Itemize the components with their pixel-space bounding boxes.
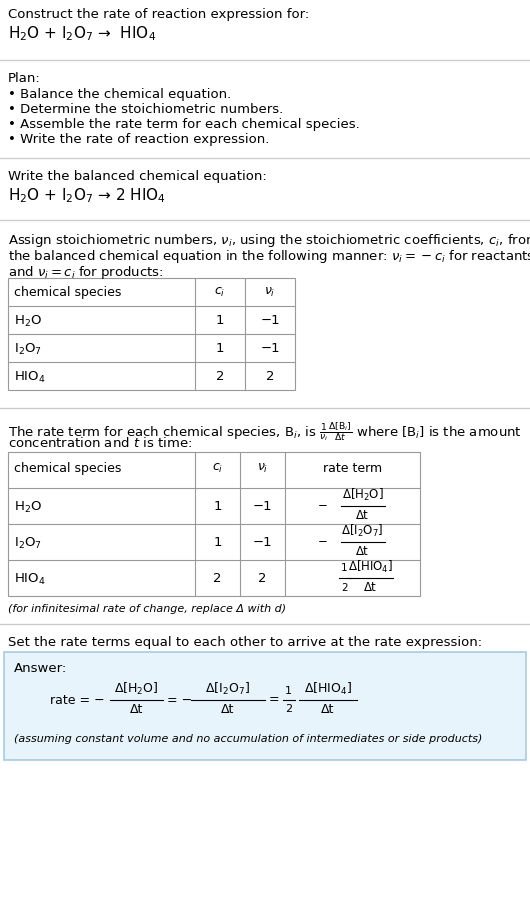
- Text: Δt: Δt: [356, 509, 369, 522]
- Text: HIO$_4$: HIO$_4$: [14, 370, 46, 385]
- Text: −1: −1: [253, 536, 272, 549]
- Text: 1: 1: [213, 500, 222, 513]
- Text: 1: 1: [285, 686, 293, 696]
- Text: Plan:: Plan:: [8, 72, 41, 85]
- Text: Δt: Δt: [356, 545, 369, 558]
- Text: the balanced chemical equation in the following manner: $\nu_i = -c_i$ for react: the balanced chemical equation in the fo…: [8, 248, 530, 265]
- Text: rate = −: rate = −: [50, 694, 104, 706]
- Text: = −: = −: [166, 694, 192, 706]
- Text: 1: 1: [213, 536, 222, 549]
- Text: concentration and $t$ is time:: concentration and $t$ is time:: [8, 436, 192, 450]
- Text: 2: 2: [341, 583, 348, 593]
- Text: Δ[I$_2$O$_7$]: Δ[I$_2$O$_7$]: [341, 523, 384, 539]
- Text: • Determine the stoichiometric numbers.: • Determine the stoichiometric numbers.: [8, 103, 283, 116]
- Text: Write the balanced chemical equation:: Write the balanced chemical equation:: [8, 170, 267, 183]
- Text: • Assemble the rate term for each chemical species.: • Assemble the rate term for each chemic…: [8, 118, 360, 131]
- Text: $\nu_i$: $\nu_i$: [264, 286, 276, 299]
- Text: • Balance the chemical equation.: • Balance the chemical equation.: [8, 88, 231, 101]
- Text: (for infinitesimal rate of change, replace Δ with d): (for infinitesimal rate of change, repla…: [8, 604, 286, 614]
- Text: Assign stoichiometric numbers, $\nu_i$, using the stoichiometric coefficients, $: Assign stoichiometric numbers, $\nu_i$, …: [8, 232, 530, 249]
- Text: Δt: Δt: [364, 581, 377, 594]
- Text: chemical species: chemical species: [14, 462, 121, 475]
- Text: −1: −1: [260, 314, 280, 327]
- Text: Δ[H$_2$O]: Δ[H$_2$O]: [114, 681, 158, 697]
- Text: $c_i$: $c_i$: [212, 462, 223, 475]
- Bar: [8, 452, 420, 596]
- Text: Construct the rate of reaction expression for:: Construct the rate of reaction expressio…: [8, 8, 309, 21]
- Text: 2: 2: [258, 572, 267, 585]
- Text: −1: −1: [253, 500, 272, 513]
- Text: Δt: Δt: [130, 703, 143, 716]
- Text: $c_i$: $c_i$: [214, 286, 226, 299]
- Text: 1: 1: [216, 314, 224, 327]
- Text: 2: 2: [285, 704, 293, 714]
- Text: Δ[H$_2$O]: Δ[H$_2$O]: [342, 487, 383, 503]
- Text: rate term: rate term: [323, 462, 382, 475]
- FancyBboxPatch shape: [4, 652, 526, 760]
- Text: 1: 1: [216, 342, 224, 355]
- Text: Δ[HIO$_4$]: Δ[HIO$_4$]: [348, 559, 393, 575]
- Text: 2: 2: [213, 572, 222, 585]
- Text: =: =: [269, 694, 279, 706]
- Text: H$_2$O: H$_2$O: [14, 314, 42, 329]
- Text: 1: 1: [341, 563, 348, 573]
- Text: $\nu_i$: $\nu_i$: [257, 462, 268, 475]
- Text: chemical species: chemical species: [14, 286, 121, 299]
- Text: I$_2$O$_7$: I$_2$O$_7$: [14, 342, 42, 357]
- Text: (assuming constant volume and no accumulation of intermediates or side products): (assuming constant volume and no accumul…: [14, 734, 482, 744]
- Text: Set the rate terms equal to each other to arrive at the rate expression:: Set the rate terms equal to each other t…: [8, 636, 482, 649]
- Text: I$_2$O$_7$: I$_2$O$_7$: [14, 536, 42, 551]
- Text: Answer:: Answer:: [14, 662, 67, 675]
- Text: H$_2$O + I$_2$O$_7$ →  HIO$_4$: H$_2$O + I$_2$O$_7$ → HIO$_4$: [8, 24, 156, 43]
- Bar: [8, 278, 295, 390]
- Text: 2: 2: [216, 370, 224, 383]
- Text: H$_2$O: H$_2$O: [14, 500, 42, 515]
- Text: −: −: [317, 536, 328, 548]
- Text: Δ[HIO$_4$]: Δ[HIO$_4$]: [304, 681, 352, 697]
- Text: HIO$_4$: HIO$_4$: [14, 572, 46, 587]
- Text: Δt: Δt: [221, 703, 234, 716]
- Text: Δt: Δt: [321, 703, 334, 716]
- Text: The rate term for each chemical species, B$_i$, is $\frac{1}{\nu_i}\frac{\Delta[: The rate term for each chemical species,…: [8, 420, 522, 443]
- Text: −1: −1: [260, 342, 280, 355]
- Text: and $\nu_i = c_i$ for products:: and $\nu_i = c_i$ for products:: [8, 264, 164, 281]
- Text: Δ[I$_2$O$_7$]: Δ[I$_2$O$_7$]: [205, 681, 250, 697]
- Text: 2: 2: [266, 370, 274, 383]
- Text: −: −: [317, 499, 328, 512]
- Text: H$_2$O + I$_2$O$_7$ → 2 HIO$_4$: H$_2$O + I$_2$O$_7$ → 2 HIO$_4$: [8, 186, 166, 204]
- Text: • Write the rate of reaction expression.: • Write the rate of reaction expression.: [8, 133, 269, 146]
